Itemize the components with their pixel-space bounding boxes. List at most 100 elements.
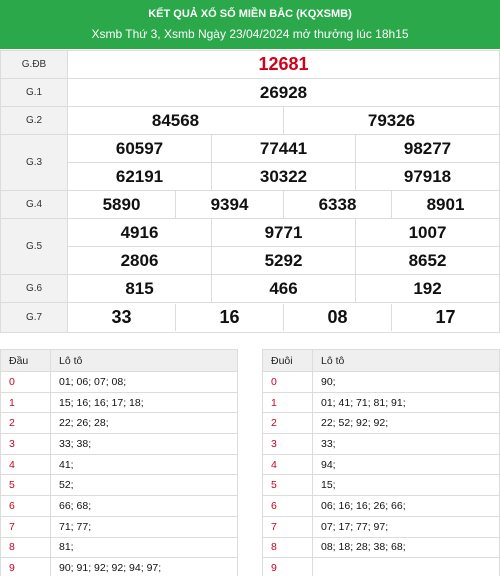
- special-prize-number: 12681: [258, 54, 309, 74]
- prize-number: 4916: [120, 223, 159, 242]
- loto-key: 6: [262, 495, 313, 517]
- loto-key: 0: [262, 371, 313, 393]
- prize-row-g6: G.6 815 466 192: [0, 274, 500, 303]
- loto-value: 33;: [312, 433, 500, 455]
- prize-label: G.5: [0, 218, 68, 275]
- loto-key: 0: [0, 371, 51, 393]
- header-subtitle: Xsmb Thứ 3, Xsmb Ngày 23/04/2024 mở thưở…: [91, 27, 409, 41]
- loto-value: 08; 18; 28; 38; 68;: [312, 536, 500, 559]
- prize-number: 1007: [355, 219, 499, 246]
- loto-head-value-header: Lô tô: [50, 349, 238, 372]
- loto-key: 9: [262, 557, 313, 576]
- prize-number: 9771: [211, 219, 355, 246]
- table-row: 9 90; 91; 92; 92; 94; 97;: [0, 557, 238, 576]
- results-header: KẾT QUẢ XỔ SỐ MIỀN BẮC (KQXSMB) Xsmb Thứ…: [0, 0, 500, 49]
- prize-row-gdb: G.ĐB 12681: [0, 50, 500, 79]
- loto-value: 71; 77;: [50, 515, 238, 538]
- loto-key: 4: [262, 453, 313, 476]
- table-row: 8 08; 18; 28; 38; 68;: [262, 536, 500, 559]
- prize-number: 5890: [102, 195, 141, 214]
- prize-number: 77441: [211, 135, 355, 162]
- loto-value: 01; 06; 07; 08;: [50, 371, 238, 393]
- prize-number: 33: [111, 307, 132, 327]
- loto-key: 1: [262, 391, 313, 414]
- loto-key: 7: [0, 515, 51, 538]
- loto-key: 9: [0, 557, 51, 576]
- prize-number: 17: [391, 304, 499, 331]
- prize-number: 30322: [211, 163, 355, 190]
- prize-label: G.3: [0, 134, 68, 191]
- table-row: 2 22; 26; 28;: [0, 412, 238, 435]
- prize-label: G.2: [0, 106, 68, 135]
- prize-number: 08: [283, 304, 391, 331]
- prize-number: 815: [125, 279, 154, 298]
- loto-tail-value-header: Lô tô: [312, 349, 500, 372]
- prize-number: 79326: [283, 107, 499, 134]
- prize-number: 26928: [259, 83, 308, 102]
- table-row: 7 07; 17; 77; 97;: [262, 515, 500, 538]
- loto-value: 15;: [312, 474, 500, 497]
- prize-number: 6338: [283, 191, 391, 218]
- loto-key: 1: [0, 391, 51, 414]
- table-row: 4 41;: [0, 453, 238, 476]
- prize-label: G.1: [0, 78, 68, 107]
- loto-key: 8: [0, 536, 51, 559]
- loto-key: 3: [262, 433, 313, 455]
- table-row: 7 71; 77;: [0, 515, 238, 538]
- loto-key: 2: [262, 412, 313, 435]
- loto-tail-table: Đuôi Lô tô 0 90; 1 01; 41; 71; 81; 91; 2 22…: [262, 349, 500, 576]
- prize-number: 466: [211, 275, 355, 302]
- table-row: 4 94;: [262, 453, 500, 476]
- loto-value: 07; 17; 77; 97;: [312, 515, 500, 538]
- table-row: 3 33;: [262, 433, 500, 455]
- prize-number: 2806: [120, 251, 159, 270]
- loto-value: 41;: [50, 453, 238, 476]
- table-row: 0 90;: [262, 371, 500, 393]
- prize-number: 5292: [211, 247, 355, 274]
- prize-label: G.ĐB: [0, 50, 68, 79]
- loto-value: 15; 16; 16; 17; 18;: [50, 391, 238, 414]
- loto-key: 5: [0, 474, 51, 497]
- table-row: 1 01; 41; 71; 81; 91;: [262, 391, 500, 414]
- prize-number: 192: [355, 275, 499, 302]
- prize-row-g5: G.5 4916 9771 1007 2806 5292 8652: [0, 218, 500, 275]
- loto-key: 6: [0, 495, 51, 517]
- prize-number: 9394: [175, 191, 283, 218]
- loto-key: 8: [262, 536, 313, 559]
- loto-value: 94;: [312, 453, 500, 476]
- loto-value: 22; 52; 92; 92;: [312, 412, 500, 435]
- loto-key: 2: [0, 412, 51, 435]
- table-row: 1 15; 16; 16; 17; 18;: [0, 391, 238, 414]
- prize-number: 60597: [115, 139, 164, 158]
- table-row: 6 66; 68;: [0, 495, 238, 517]
- loto-value: 81;: [50, 536, 238, 559]
- prize-row-g3: G.3 60597 77441 98277 62191 30322 97918: [0, 134, 500, 191]
- loto-value: 52;: [50, 474, 238, 497]
- prize-table: G.ĐB 12681 G.1 26928 G.2 84568 79326 G.3…: [0, 50, 500, 333]
- prize-label: G.7: [0, 302, 68, 333]
- header-title: KẾT QUẢ XỔ SỐ MIỀN BẮC (KQXSMB): [148, 8, 352, 20]
- table-row: 5 15;: [262, 474, 500, 497]
- prize-row-g2: G.2 84568 79326: [0, 106, 500, 135]
- loto-value: 90; 91; 92; 92; 94; 97;: [50, 557, 238, 576]
- loto-head-table: Đầu Lô tô 0 01; 06; 07; 08; 1 15; 16; 16; …: [0, 349, 238, 576]
- prize-number: 8901: [391, 191, 499, 218]
- loto-value: 66; 68;: [50, 495, 238, 517]
- loto-key: 5: [262, 474, 313, 497]
- loto-value: 06; 16; 16; 26; 66;: [312, 495, 500, 517]
- table-row: 8 81;: [0, 536, 238, 559]
- loto-key: 3: [0, 433, 51, 455]
- loto-value: 22; 26; 28;: [50, 412, 238, 435]
- prize-row-g7: G.7 33 16 08 17: [0, 302, 500, 333]
- prize-row-g4: G.4 5890 9394 6338 8901: [0, 190, 500, 219]
- loto-key: 7: [262, 515, 313, 538]
- table-row: 5 52;: [0, 474, 238, 497]
- table-row: 3 33; 38;: [0, 433, 238, 455]
- loto-key: 4: [0, 453, 51, 476]
- prize-row-g1: G.1 26928: [0, 78, 500, 107]
- prize-number: 16: [175, 304, 283, 331]
- table-row: 6 06; 16; 16; 26; 66;: [262, 495, 500, 517]
- table-row: 9: [262, 557, 500, 576]
- table-row: 2 22; 52; 92; 92;: [262, 412, 500, 435]
- loto-value: 01; 41; 71; 81; 91;: [312, 391, 500, 414]
